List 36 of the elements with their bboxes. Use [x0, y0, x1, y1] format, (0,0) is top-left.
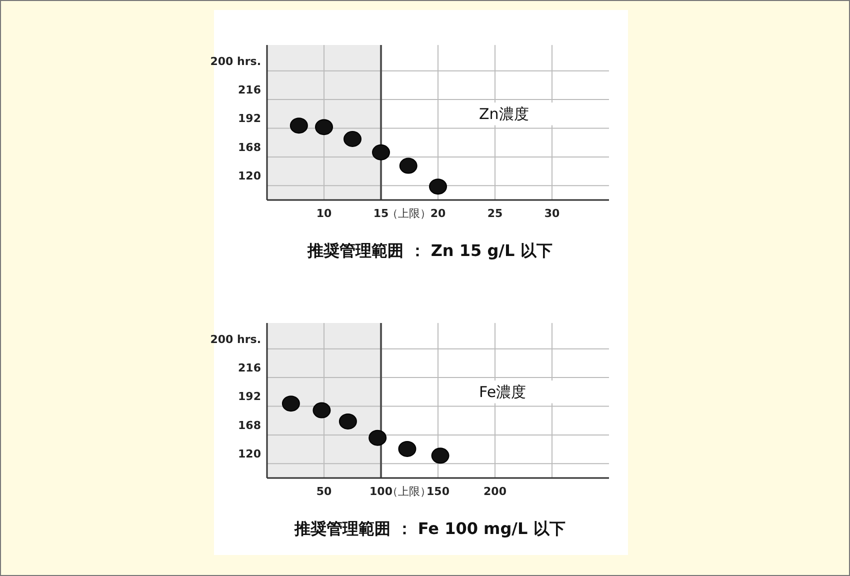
x-tick-label: 200 — [484, 485, 507, 498]
point — [429, 178, 447, 195]
x-tick-label: 20 — [430, 207, 446, 220]
x-tick-label: 25 — [487, 207, 503, 220]
point — [398, 440, 416, 457]
text: 168 — [238, 140, 261, 154]
point — [399, 158, 418, 174]
text: 168 — [238, 418, 261, 432]
text: 120 — [238, 170, 262, 183]
text: 192 — [238, 112, 261, 126]
point — [315, 119, 333, 136]
point — [290, 118, 308, 134]
point — [338, 413, 357, 430]
point — [431, 448, 450, 464]
point — [368, 430, 387, 446]
text: 200 hrs. — [210, 54, 261, 68]
text: 推奨管理範囲 ： Fe 100 mg/L 以下 — [294, 519, 566, 538]
text: 推奨管理範囲 ： Zn 15 g/L 以下 — [306, 241, 552, 260]
point — [372, 144, 390, 160]
text: Zn濃度 — [479, 104, 529, 123]
text: 192 — [238, 390, 261, 404]
x-tick-label: 50 — [316, 485, 332, 498]
x-tick-label: 10 — [316, 207, 332, 220]
x-tick-label: 150 — [426, 485, 450, 498]
text: 216 — [238, 362, 262, 375]
x-tick-label: 15 — [373, 207, 389, 220]
x-tick-label: 30 — [544, 207, 560, 220]
point — [312, 402, 331, 418]
text: 200 hrs. — [210, 332, 261, 346]
point — [282, 396, 300, 412]
text: Fe濃度 — [479, 382, 526, 401]
ref-line-label: （上限） — [387, 207, 431, 220]
text: 120 — [238, 448, 262, 461]
x-tick-label: 100 — [370, 485, 393, 498]
point — [344, 130, 362, 147]
text: 216 — [238, 84, 262, 97]
